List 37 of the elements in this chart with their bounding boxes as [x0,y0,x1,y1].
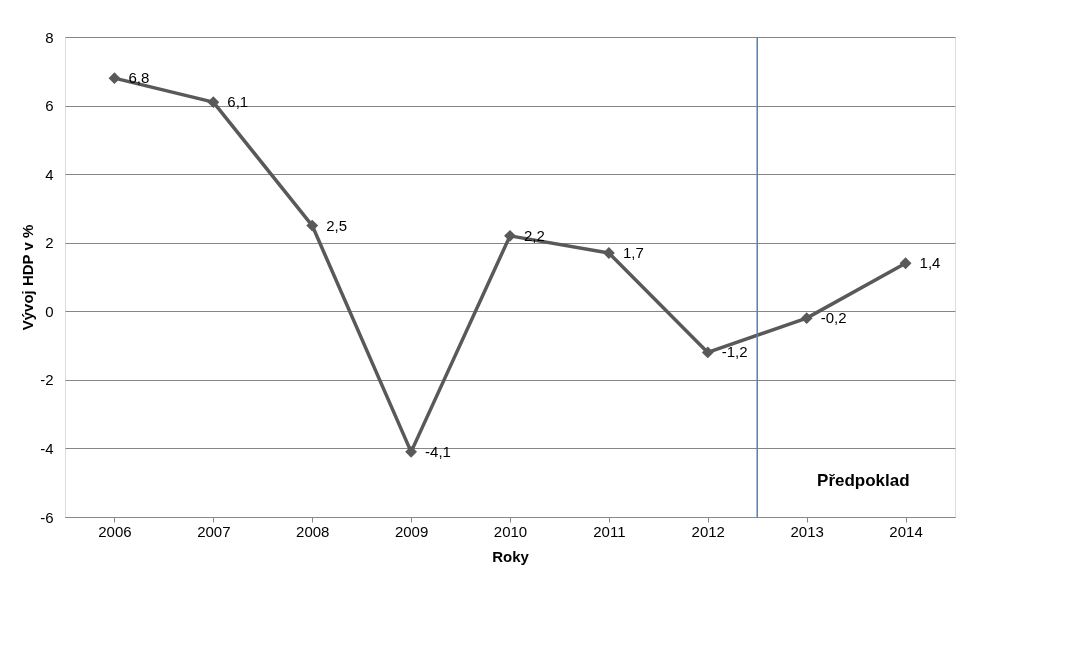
x-tick-label: 2007 [197,522,231,540]
y-tick-label: 4 [45,165,54,183]
x-tick-label: 2010 [493,522,528,540]
y-tick-label: 6 [45,97,54,115]
y-tick-label: -2 [40,371,54,389]
point [207,96,220,109]
annotation: Předpoklad [817,471,910,490]
x-tick-label: 2013 [790,522,824,540]
y-tick-label: -6 [40,508,54,526]
data-label: 1,4 [919,254,941,272]
x-tick-label: 2012 [691,522,725,540]
data-label: 1,7 [622,244,644,261]
data-label: 2,5 [326,216,348,234]
point [504,229,516,242]
x-axis-title: Roky [492,547,530,565]
point [701,346,714,359]
x-tick-label: 2014 [889,522,923,540]
data-label: 6,1 [227,93,249,111]
data-label: -0,2 [820,309,847,327]
data-label: -4,1 [425,442,451,460]
x-tick-label: 2008 [296,522,330,540]
y-tick-label: -4 [40,439,54,457]
y-axis-title: Vývoj HDP v % [19,224,37,331]
point [899,257,912,270]
data-label: -1,2 [721,343,748,361]
y-tick-label: 2 [45,234,54,252]
point [800,312,813,325]
point [306,219,319,232]
y-tick-label: 8 [45,28,54,46]
point [405,445,418,458]
y-tick-label: 0 [45,302,54,320]
x-tick-label: 2006 [98,522,132,540]
data-label: 6,8 [128,69,150,87]
point [602,247,615,259]
point [108,72,121,85]
x-tick-label: 2009 [394,522,429,540]
x-tick-label: 2011 [593,522,626,540]
